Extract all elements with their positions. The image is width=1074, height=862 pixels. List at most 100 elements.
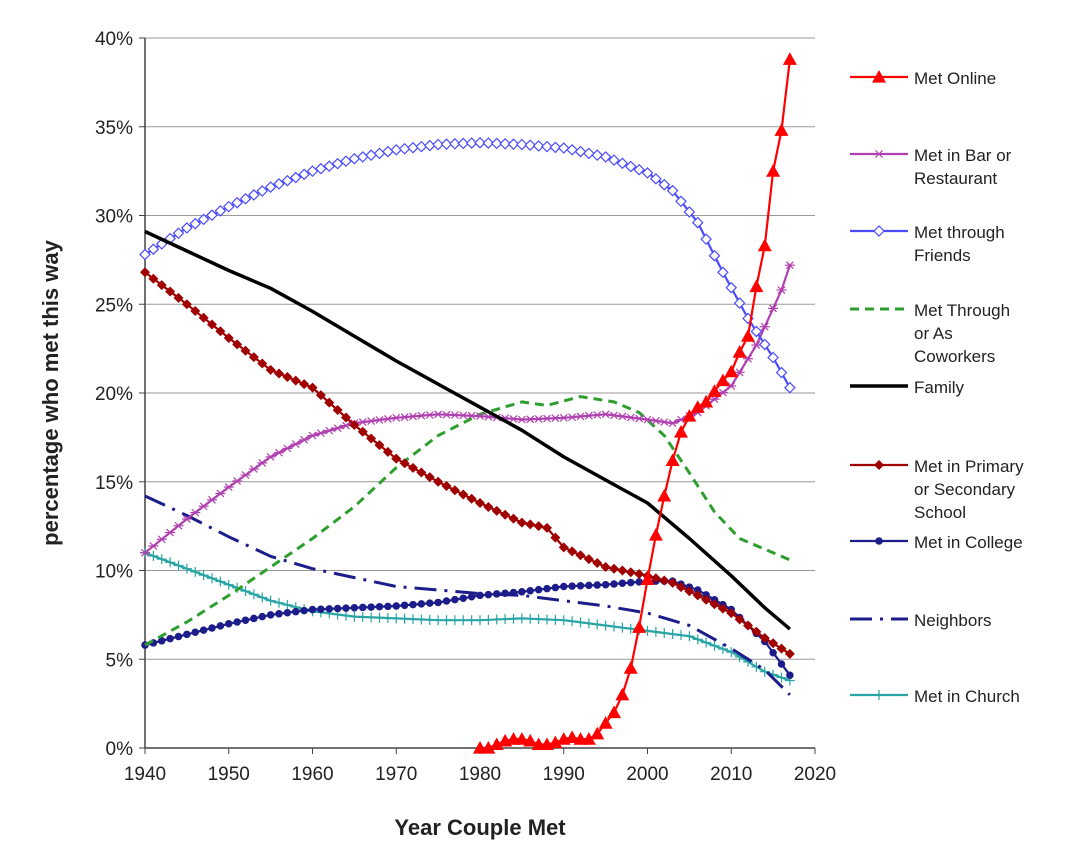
x-tick-label: 2020 — [794, 764, 836, 785]
data-point — [240, 586, 251, 597]
data-point — [574, 145, 587, 158]
data-point — [491, 614, 502, 625]
data-point — [274, 448, 284, 457]
data-point — [433, 476, 444, 487]
data-point — [156, 554, 167, 565]
data-point — [340, 155, 352, 168]
data-point — [156, 280, 167, 291]
x-tick-label: 1960 — [291, 764, 333, 785]
data-point — [306, 165, 319, 177]
data-point — [198, 502, 209, 511]
data-point — [543, 584, 551, 593]
data-point — [616, 157, 629, 170]
data-point — [694, 586, 702, 594]
data-point — [248, 352, 259, 363]
data-point — [617, 622, 628, 633]
legend-item: Met in Bar or Restaurant — [850, 146, 1012, 188]
data-point — [575, 550, 586, 561]
data-point — [333, 604, 342, 613]
data-point — [441, 615, 452, 626]
data-point — [374, 416, 385, 424]
series-met-through-or-as-coworkers — [144, 395, 791, 647]
data-point — [758, 338, 771, 351]
data-point — [248, 465, 259, 473]
data-point — [777, 660, 786, 668]
y-tick-label: 35% — [95, 118, 133, 139]
data-point — [281, 174, 294, 187]
data-point — [367, 603, 375, 611]
data-point — [514, 732, 529, 745]
data-point — [676, 582, 686, 593]
data-point — [516, 138, 528, 151]
data-point — [317, 605, 325, 613]
data-point — [709, 640, 720, 651]
data-point — [648, 528, 663, 541]
legend-label: Met in Bar or — [914, 146, 1012, 165]
data-point — [391, 413, 402, 422]
data-point — [567, 616, 578, 627]
data-point — [659, 418, 670, 426]
data-point — [257, 459, 268, 467]
legend-label: Met in Church — [914, 687, 1020, 706]
data-point — [465, 137, 478, 149]
data-point — [684, 586, 695, 597]
data-point — [349, 419, 360, 430]
data-point — [382, 145, 394, 158]
data-point — [709, 599, 720, 610]
legend: Met Online Met in Bar or Restaurant Met thr… — [850, 69, 1024, 706]
x-tick-label: 2010 — [710, 764, 752, 785]
data-point — [417, 600, 426, 608]
data-point — [481, 741, 496, 754]
y-tick-label: 30% — [95, 207, 133, 228]
data-point — [490, 137, 503, 150]
data-point — [332, 405, 343, 416]
data-point — [275, 610, 283, 618]
data-point — [257, 358, 268, 369]
data-point — [399, 613, 410, 624]
data-point — [526, 586, 534, 595]
data-point — [248, 189, 260, 201]
data-point — [741, 329, 755, 342]
data-point — [717, 603, 728, 614]
legend-label: or Secondary — [914, 480, 1016, 499]
legend-label: Restaurant — [914, 169, 997, 188]
data-point — [625, 413, 636, 422]
series-line — [144, 395, 791, 647]
data-point — [398, 142, 411, 155]
data-point — [690, 400, 705, 413]
data-point — [609, 621, 619, 632]
data-point — [458, 615, 469, 626]
legend-label: or As — [914, 324, 953, 343]
data-point — [416, 467, 427, 478]
data-point — [482, 137, 495, 149]
data-point — [440, 138, 453, 150]
data-point — [607, 705, 621, 719]
data-point — [618, 579, 627, 588]
data-point — [451, 595, 459, 604]
legend-label: Coworkers — [914, 347, 995, 366]
data-point — [734, 614, 745, 625]
data-point — [382, 414, 393, 423]
data-point — [308, 605, 317, 614]
data-point — [640, 572, 655, 585]
data-point — [576, 582, 585, 590]
data-point — [524, 139, 537, 152]
data-point — [415, 140, 428, 153]
data-point — [784, 261, 795, 270]
data-point — [657, 488, 672, 502]
data-point — [508, 414, 519, 423]
data-point — [759, 632, 770, 643]
data-point — [173, 521, 184, 530]
x-tick-label: 1950 — [208, 764, 250, 785]
data-point — [558, 542, 569, 553]
data-point — [442, 597, 451, 605]
data-point — [632, 620, 647, 633]
data-point — [659, 575, 670, 586]
data-point — [717, 388, 728, 397]
data-point — [774, 123, 789, 136]
data-point — [650, 573, 661, 584]
data-point — [424, 614, 435, 625]
data-point — [583, 618, 594, 629]
data-point — [475, 498, 485, 509]
data-point — [516, 517, 527, 528]
